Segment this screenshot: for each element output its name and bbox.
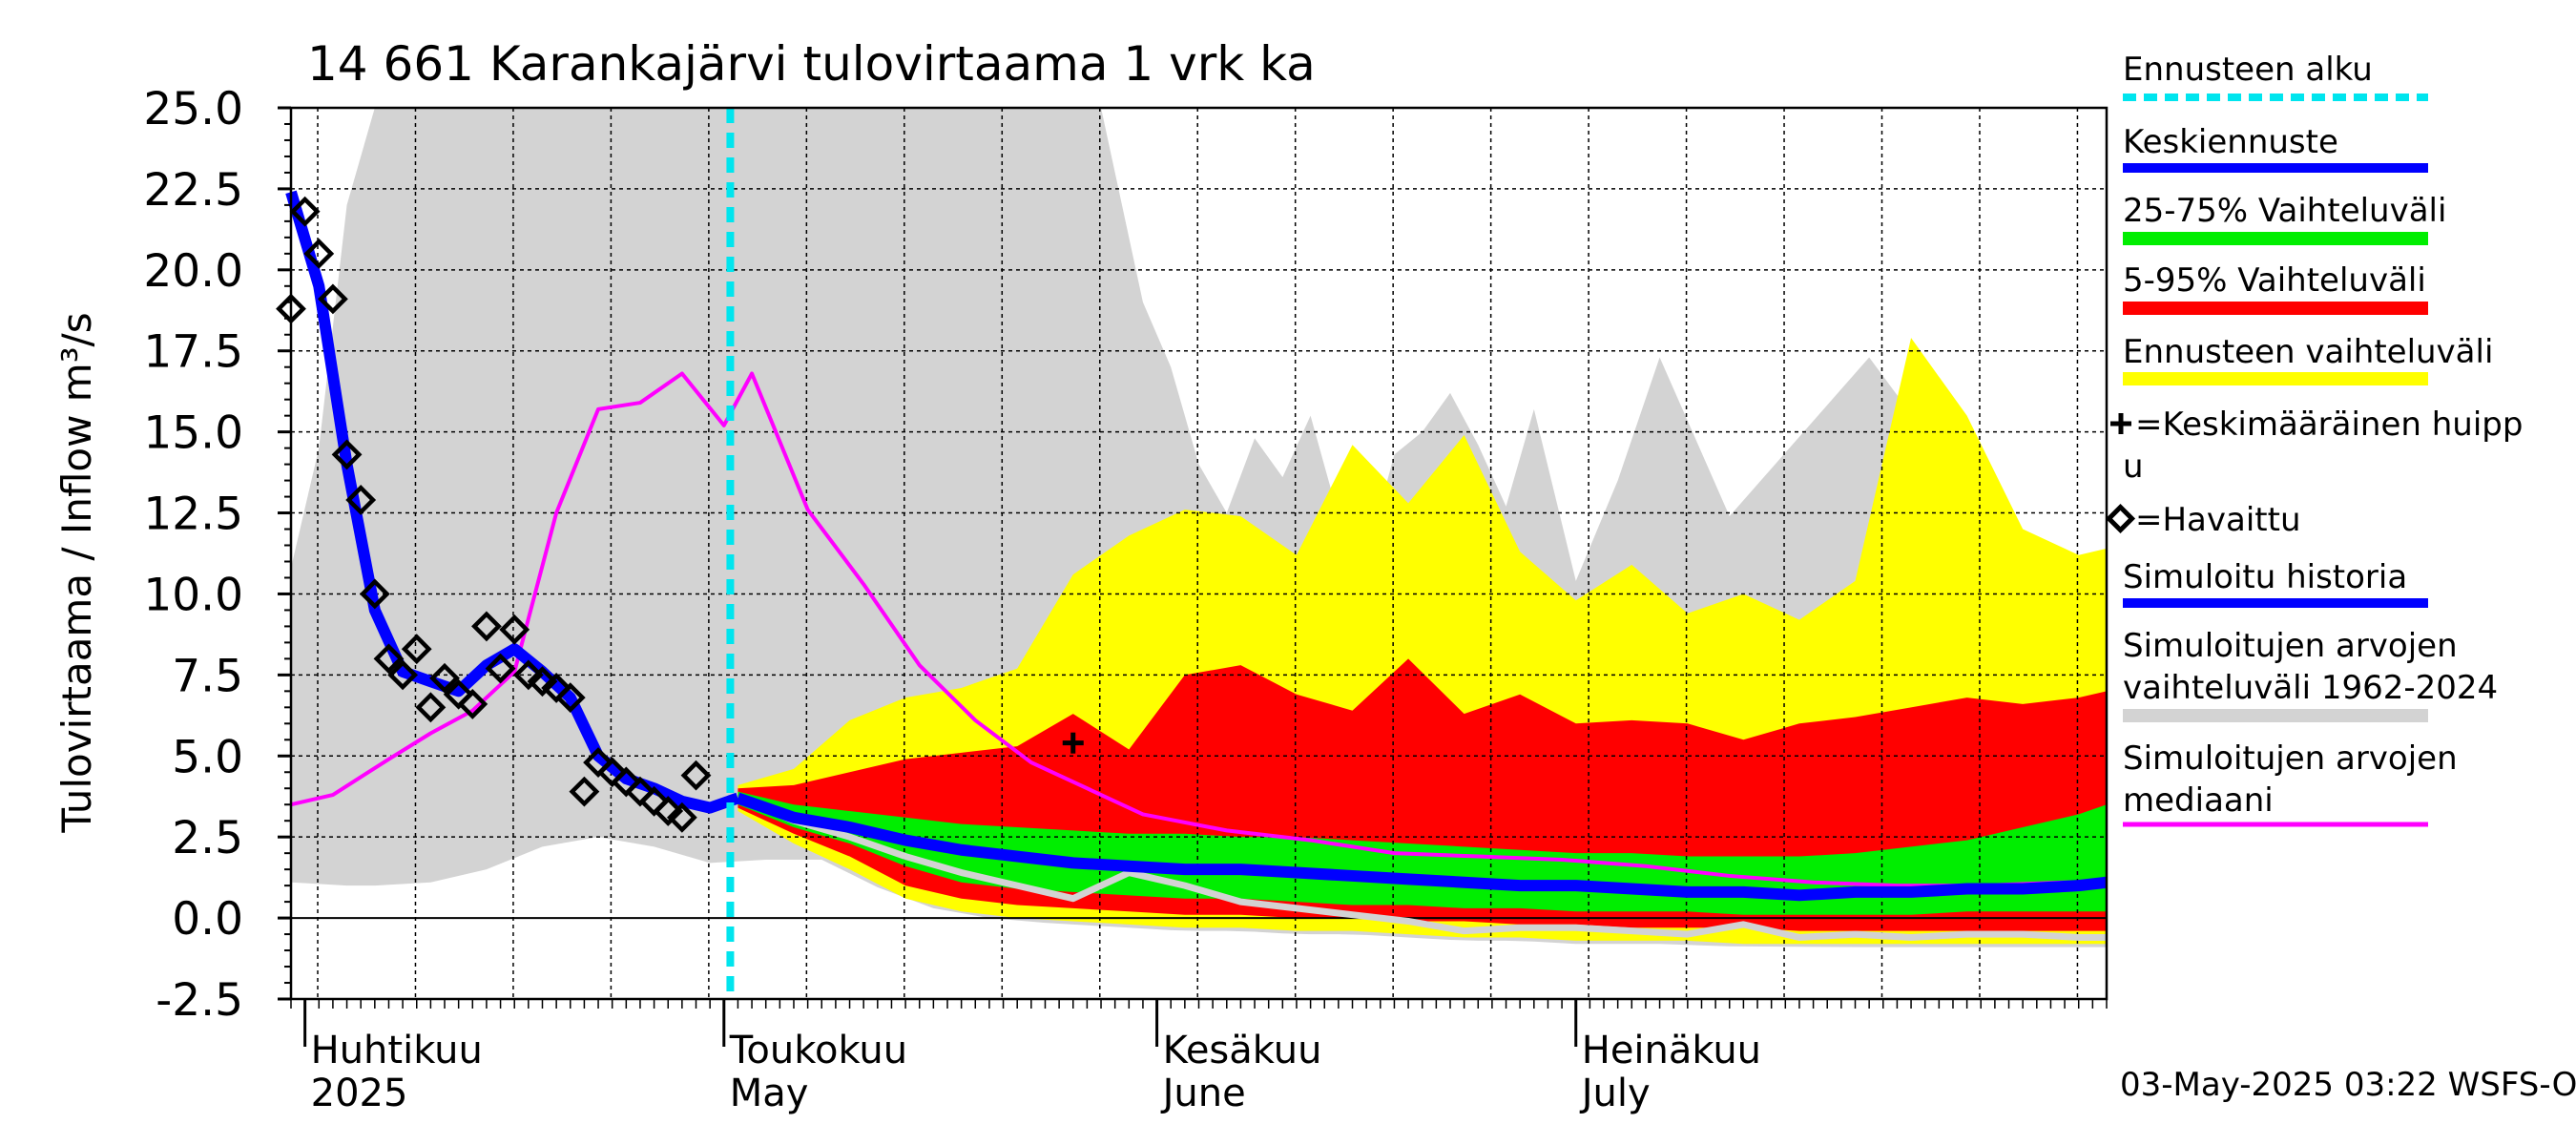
y-tick-label: 7.5 xyxy=(172,650,243,702)
y-tick-label: 10.0 xyxy=(143,569,243,621)
chart-title: 14 661 Karankajärvi tulovirtaama 1 vrk k… xyxy=(307,36,1316,92)
observed-point xyxy=(457,689,488,719)
observed-point xyxy=(373,643,405,675)
observed-point xyxy=(401,634,432,665)
y-tick-label: 17.5 xyxy=(143,326,243,379)
observed-point xyxy=(303,238,335,269)
x-month-label-en: July xyxy=(1579,1072,1651,1115)
y-tick-label: 5.0 xyxy=(172,731,243,783)
legend-sim-range-label-2: vaihteluväli 1962-2024 xyxy=(2123,669,2498,707)
y-axis-label: Tulovirtaama / Inflow m³/s xyxy=(53,312,100,833)
observed-point xyxy=(359,578,390,610)
observed-point xyxy=(485,653,516,684)
plot-grid xyxy=(291,107,2107,1000)
plot-lines xyxy=(276,108,2108,999)
observed-point xyxy=(387,659,419,691)
legend-sim-median-label-1: Simuloitujen arvojen xyxy=(2123,739,2458,778)
observed-point xyxy=(569,776,600,807)
observed-point xyxy=(415,692,447,723)
plot-axes: 25.0 22.5 20.0 17.5 15.0 12.5 10.0 7.5 5.0 2.5 0.0… xyxy=(143,83,2109,1115)
observed-point xyxy=(289,196,321,227)
legend-forecast-start-label: Ennusteen alku xyxy=(2123,51,2373,89)
y-tick-label: 20.0 xyxy=(143,245,243,298)
legend-mean-peak-icon xyxy=(2110,413,2131,434)
legend-mean-peak-label-2: u xyxy=(2123,448,2144,486)
legend-mean-peak-label-1: =Keskimääräinen huipp xyxy=(2135,406,2523,444)
observed-point xyxy=(499,614,530,645)
observed-point xyxy=(471,611,502,642)
legend: Ennusteen alku Keskiennuste 25-75% Vaiht… xyxy=(2105,51,2523,827)
legend-simulated-history-label: Simuloitu historia xyxy=(2123,558,2407,596)
legend-mean-forecast-label: Keskiennuste xyxy=(2123,123,2338,161)
x-month-label-en: June xyxy=(1160,1072,1246,1115)
footer-timestamp: 03-May-2025 03:22 WSFS-O xyxy=(2120,1066,2576,1104)
legend-observed-label: =Havaittu xyxy=(2135,501,2301,539)
x-month-label-en: 2025 xyxy=(311,1072,408,1115)
observed-point xyxy=(527,666,558,697)
x-month-label-fi: Huhtikuu xyxy=(311,1029,483,1072)
x-month-label-fi: Heinäkuu xyxy=(1582,1029,1761,1072)
observed-point xyxy=(666,802,697,833)
observed-point xyxy=(429,662,460,694)
mean-forecast-line xyxy=(736,792,2108,902)
x-month-label-en: May xyxy=(730,1072,809,1115)
legend-range-5-95-label: 5-95% Vaihteluväli xyxy=(2123,261,2426,300)
legend-sim-median-label-2: mediaani xyxy=(2123,781,2274,820)
simulated-median-line xyxy=(290,371,2107,888)
y-tick-label: 25.0 xyxy=(143,83,243,135)
observed-point xyxy=(512,659,544,691)
legend-forecast-range-label: Ennusteen vaihteluväli xyxy=(2123,333,2493,371)
observed-point xyxy=(345,485,377,515)
legend-range-25-75-label: 25-75% Vaihteluväli xyxy=(2123,192,2446,230)
x-month-label-fi: Toukokuu xyxy=(729,1029,907,1072)
y-tick-label: 15.0 xyxy=(143,407,243,460)
legend-sim-range-label-1: Simuloitujen arvojen xyxy=(2123,627,2458,665)
legend-observed-icon xyxy=(2105,503,2136,534)
y-tick-label: 0.0 xyxy=(172,893,243,946)
history-grey-line xyxy=(737,795,2107,941)
observed-point xyxy=(318,283,348,315)
plot-fills xyxy=(291,108,2107,999)
y-tick-label: 2.5 xyxy=(172,812,243,864)
observed-point xyxy=(331,439,363,470)
simulated-history-line xyxy=(285,190,740,814)
y-tick-label: -2.5 xyxy=(156,974,243,1027)
y-tick-label: 12.5 xyxy=(143,489,243,541)
x-month-label-fi: Kesäkuu xyxy=(1163,1029,1322,1072)
observed-point xyxy=(680,760,712,791)
observed-point xyxy=(653,796,684,826)
y-tick-label: 22.5 xyxy=(143,164,243,217)
observed-point xyxy=(554,682,586,714)
